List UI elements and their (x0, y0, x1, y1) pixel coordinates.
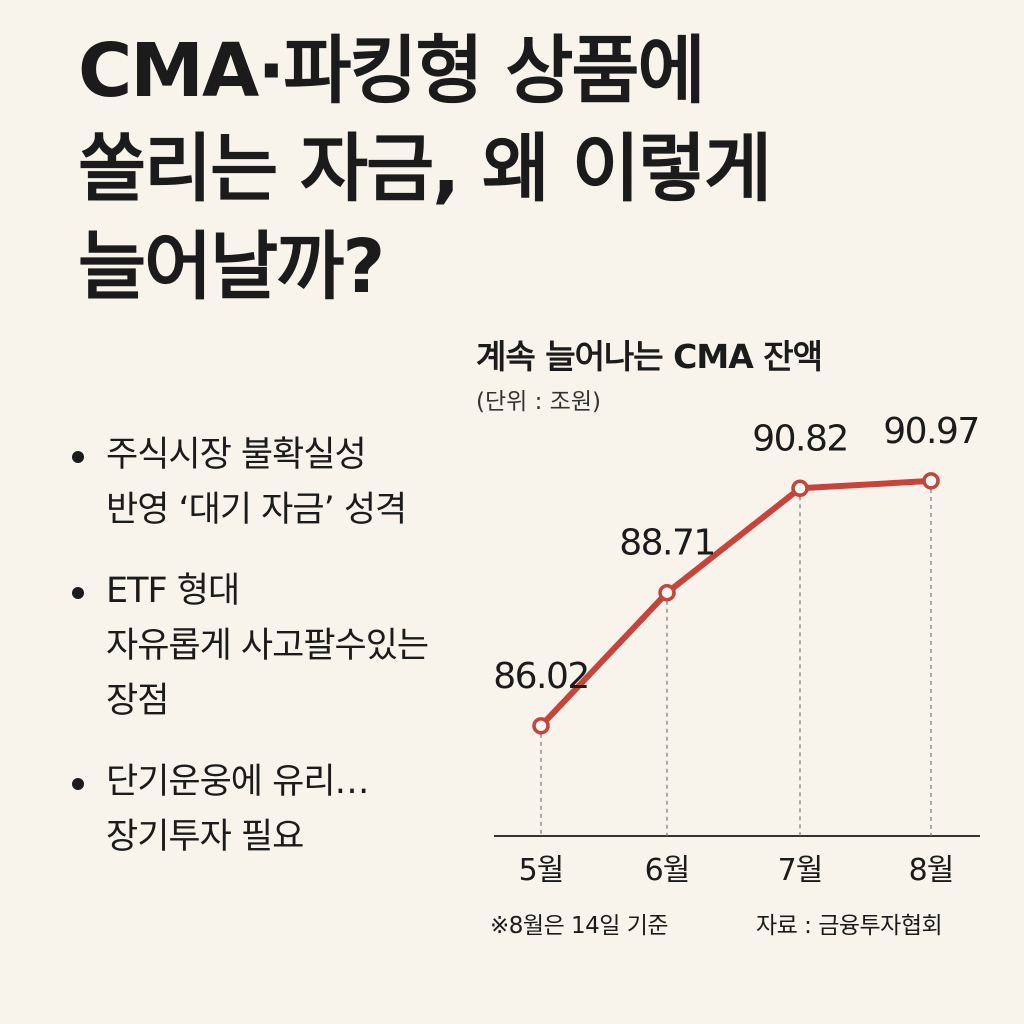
chart-source: 자료 : 금융투자협회 (756, 913, 943, 939)
bullet-item: 단기운웅에 유리… 장기투자 필요 (70, 755, 510, 865)
bullet-dot-icon (72, 451, 84, 463)
x-tick-label: 7월 (778, 853, 823, 888)
chart-footnote: ※8월은 14일 기준 (490, 913, 669, 939)
bullet-item: 주식시장 불확실성 반영 ‘대기 자금’ 성격 (70, 428, 510, 538)
bullet-list: 주식시장 불확실성 반영 ‘대기 자금’ 성격 ETF 형대 자유롭게 사고팔수… (70, 428, 510, 891)
data-label: 90.97 (883, 411, 979, 452)
x-tick-label: 6월 (645, 853, 690, 888)
x-tick-label: 8월 (909, 853, 954, 888)
bullet-text: 단기운웅에 유리… 장기투자 필요 (106, 762, 370, 857)
data-point (791, 479, 809, 498)
bullet-dot-icon (72, 587, 84, 599)
bullet-text: ETF 형대 자유롭게 사고팔수있는 장점 (106, 571, 429, 721)
chart-unit-label: (단위 : 조원) (476, 389, 601, 415)
series-line (538, 477, 934, 729)
data-point (922, 472, 940, 490)
bullet-dot-icon (72, 778, 84, 790)
data-label: 88.71 (619, 523, 715, 564)
headline: CMA·파킹형 상품에 쏠리는 자금, 왜 이렇게 늘어날까? (78, 28, 772, 310)
data-point (532, 717, 550, 735)
data-label: 90.82 (752, 418, 848, 459)
chart-title: 계속 늘어나는 CMA 잔액 (476, 337, 823, 376)
bullet-text: 주식시장 불확실성 반영 ‘대기 자금’ 성격 (106, 435, 407, 530)
x-tick-label: 5월 (519, 853, 564, 888)
data-label: 86.02 (493, 656, 589, 697)
data-point (658, 583, 676, 602)
bullet-item: ETF 형대 자유롭게 사고팔수있는 장점 (70, 564, 510, 729)
